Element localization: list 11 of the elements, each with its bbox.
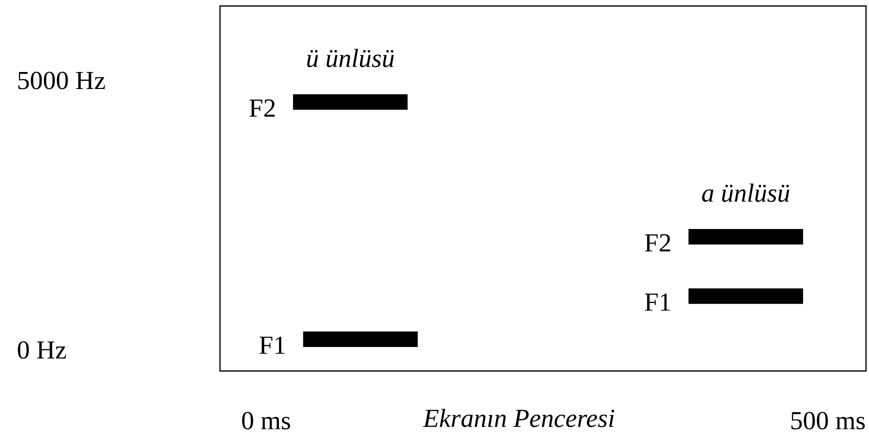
y-tick-label: 5000 Hz <box>18 72 105 90</box>
series-label: F2 <box>644 234 670 252</box>
annotation: a ünlüsü <box>702 184 790 202</box>
x-tick-label: 500 ms <box>791 412 865 430</box>
series-label: F2 <box>249 99 275 117</box>
x-tick-label: 0 ms <box>242 412 290 430</box>
annotation: ü ünlüsü <box>307 48 394 68</box>
series-label: F1 <box>260 336 285 354</box>
series-label: F1 <box>644 293 670 311</box>
x-axis-title: Ekranın Penceresi <box>422 408 614 428</box>
y-tick-label: 0 Hz <box>18 341 66 359</box>
